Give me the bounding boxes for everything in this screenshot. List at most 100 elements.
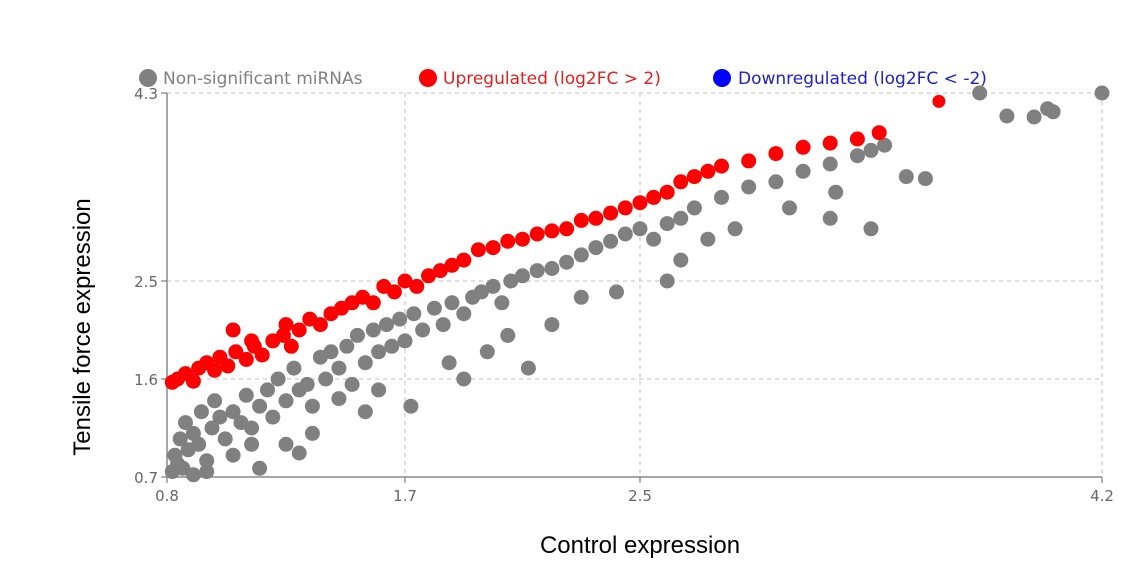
point-nonsignificant bbox=[632, 221, 648, 237]
point-upregulated bbox=[768, 146, 784, 162]
axes bbox=[161, 92, 1103, 483]
y-axis-title: Tensile force expression bbox=[69, 198, 96, 455]
point-nonsignificant bbox=[741, 179, 757, 195]
point-upregulated bbox=[529, 226, 545, 242]
point-upregulated bbox=[470, 242, 486, 258]
point-upregulated bbox=[283, 338, 299, 354]
point-nonsignificant bbox=[270, 371, 286, 387]
point-nonsignificant bbox=[849, 148, 865, 164]
point-nonsignificant bbox=[617, 226, 633, 242]
legend-label-upregulated: Upregulated (log2FC > 2) bbox=[443, 69, 661, 89]
point-nonsignificant bbox=[384, 338, 400, 354]
point-nonsignificant bbox=[795, 163, 811, 179]
point-nonsignificant bbox=[822, 210, 838, 226]
y-tick-label: 4.3 bbox=[134, 85, 158, 103]
point-upregulated bbox=[617, 200, 633, 216]
point-upregulated bbox=[632, 195, 648, 211]
point-nonsignificant bbox=[479, 344, 495, 360]
legend: Non-significant miRNAs Upregulated (log2… bbox=[139, 69, 987, 89]
point-nonsignificant bbox=[392, 311, 408, 327]
legend-label-downregulated: Downregulated (log2FC < -2) bbox=[738, 69, 987, 89]
point-nonsignificant bbox=[972, 85, 988, 101]
legend-label-nonsignificant: Non-significant miRNAs bbox=[163, 69, 363, 89]
point-nonsignificant bbox=[609, 284, 624, 300]
point-nonsignificant bbox=[291, 445, 307, 461]
point-nonsignificant bbox=[167, 447, 183, 463]
legend-marker-nonsignificant bbox=[139, 69, 157, 87]
point-nonsignificant bbox=[1026, 109, 1042, 125]
point-upregulated bbox=[485, 240, 501, 256]
x-axis-title: Control expression bbox=[540, 532, 740, 559]
point-nonsignificant bbox=[444, 295, 460, 311]
point-nonsignificant bbox=[331, 391, 347, 407]
point-nonsignificant bbox=[357, 355, 373, 371]
point-upregulated bbox=[220, 358, 236, 374]
point-nonsignificant bbox=[727, 221, 743, 237]
point-upregulated bbox=[659, 184, 675, 200]
point-nonsignificant bbox=[515, 268, 530, 284]
point-nonsignificant bbox=[323, 344, 339, 360]
point-nonsignificant bbox=[244, 420, 260, 436]
point-nonsignificant bbox=[397, 333, 413, 349]
legend-marker-upregulated bbox=[419, 69, 437, 87]
point-nonsignificant bbox=[646, 231, 662, 247]
point-upregulated bbox=[559, 221, 575, 237]
point-nonsignificant bbox=[544, 317, 560, 333]
point-nonsignificant bbox=[304, 425, 320, 441]
point-nonsignificant bbox=[659, 216, 675, 232]
point-nonsignificant bbox=[673, 210, 689, 226]
point-nonsignificant bbox=[265, 409, 281, 425]
point-upregulated bbox=[228, 344, 244, 360]
point-nonsignificant bbox=[339, 338, 355, 354]
point-nonsignificant bbox=[225, 447, 241, 463]
point-upregulated bbox=[238, 351, 254, 367]
point-nonsignificant bbox=[529, 263, 545, 279]
point-upregulated bbox=[409, 278, 425, 294]
point-nonsignificant bbox=[365, 322, 381, 338]
point-nonsignificant bbox=[544, 261, 560, 276]
point-nonsignificant bbox=[877, 137, 893, 153]
point-upregulated bbox=[741, 153, 757, 169]
point-nonsignificant bbox=[244, 436, 260, 452]
point-upregulated bbox=[444, 257, 460, 273]
point-nonsignificant bbox=[191, 436, 207, 452]
point-upregulated bbox=[700, 163, 716, 179]
point-nonsignificant bbox=[782, 200, 797, 216]
point-nonsignificant bbox=[204, 420, 220, 436]
point-upregulated bbox=[849, 131, 865, 147]
point-nonsignificant bbox=[573, 247, 589, 263]
point-nonsignificant bbox=[344, 376, 360, 392]
point-upregulated bbox=[573, 212, 589, 228]
x-tick-label: 2.5 bbox=[628, 487, 652, 505]
point-nonsignificant bbox=[456, 371, 472, 387]
point-nonsignificant bbox=[193, 404, 209, 420]
point-nonsignificant bbox=[318, 371, 334, 387]
point-nonsignificant bbox=[379, 317, 394, 333]
point-nonsignificant bbox=[441, 355, 457, 371]
point-upregulated bbox=[225, 322, 241, 338]
point-nonsignificant bbox=[415, 322, 431, 338]
point-upregulated bbox=[500, 233, 516, 249]
point-nonsignificant bbox=[286, 360, 302, 376]
point-nonsignificant bbox=[494, 295, 510, 311]
point-nonsignificant bbox=[898, 169, 914, 185]
legend-marker-downregulated bbox=[713, 69, 731, 87]
point-nonsignificant bbox=[485, 278, 501, 294]
point-nonsignificant bbox=[673, 252, 689, 268]
point-nonsignificant bbox=[686, 200, 702, 216]
point-nonsignificant bbox=[403, 398, 419, 414]
point-upregulated bbox=[714, 158, 729, 174]
point-nonsignificant bbox=[714, 189, 729, 205]
point-nonsignificant bbox=[252, 460, 268, 476]
point-nonsignificant bbox=[588, 240, 604, 256]
data-points bbox=[164, 85, 1110, 483]
point-upregulated bbox=[365, 295, 381, 311]
point-nonsignificant bbox=[863, 221, 879, 237]
point-nonsignificant bbox=[207, 393, 223, 409]
point-upregulated bbox=[185, 373, 201, 389]
point-upregulated bbox=[588, 210, 604, 226]
point-nonsignificant bbox=[199, 464, 215, 480]
x-tick-label: 0.8 bbox=[155, 487, 179, 505]
point-nonsignificant bbox=[178, 415, 193, 431]
